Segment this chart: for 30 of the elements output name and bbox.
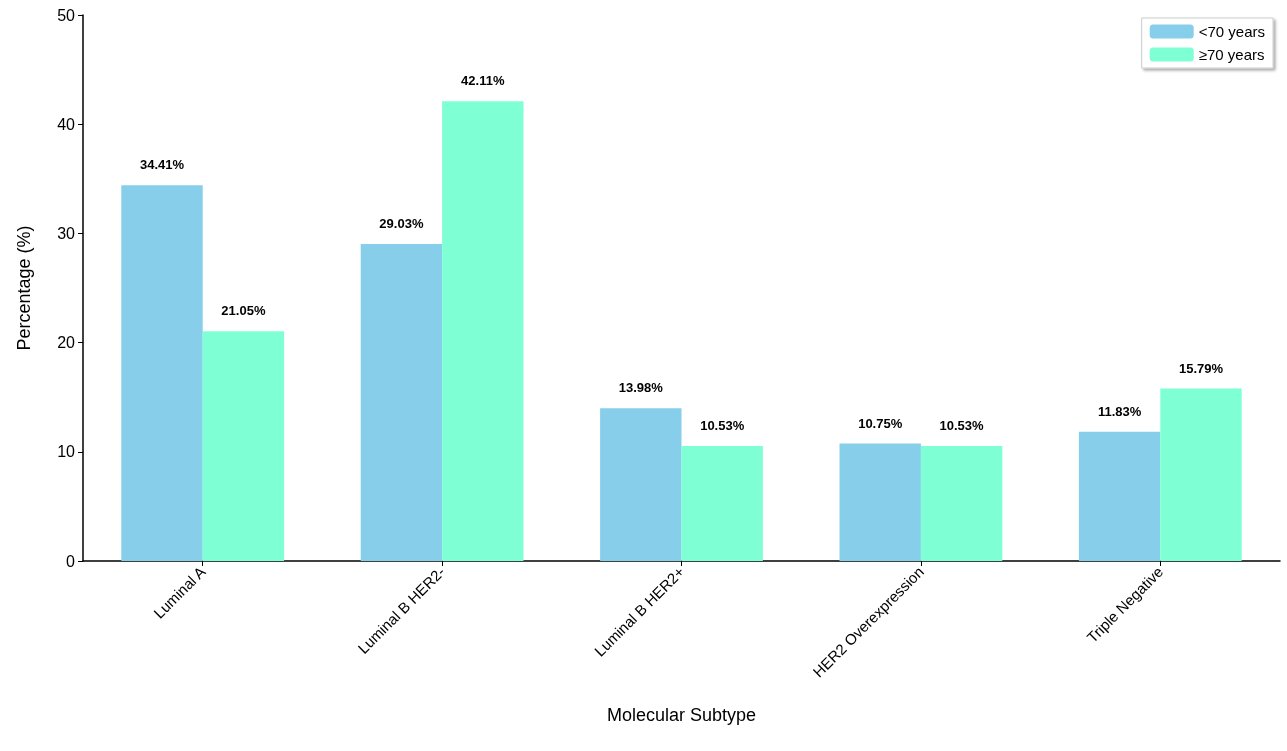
y-tick-label: 40 bbox=[57, 115, 76, 133]
y-tick-label: 30 bbox=[57, 224, 76, 242]
bar bbox=[600, 408, 682, 561]
data-label: 11.83% bbox=[1097, 403, 1142, 419]
data-label: 10.53% bbox=[939, 418, 985, 434]
data-label: 34.41% bbox=[139, 157, 185, 173]
data-label: 13.98% bbox=[618, 380, 664, 396]
y-tick-label: 20 bbox=[57, 334, 76, 352]
x-axis-title: Molecular Subtype bbox=[606, 705, 757, 725]
bar bbox=[121, 185, 203, 561]
bar bbox=[1078, 431, 1161, 561]
data-label: 29.03% bbox=[379, 215, 424, 231]
y-tick-label: 0 bbox=[66, 552, 76, 570]
y-tick-label: 50 bbox=[57, 6, 76, 24]
data-label: 10.53% bbox=[700, 418, 745, 434]
bar bbox=[442, 101, 524, 561]
legend-label: ≥70 years bbox=[1198, 46, 1265, 63]
bar bbox=[839, 443, 921, 561]
bar bbox=[681, 446, 763, 561]
y-axis-title: Percentage (%) bbox=[14, 225, 34, 351]
y-tick-label: 10 bbox=[57, 443, 76, 461]
data-label: 21.05% bbox=[221, 303, 266, 319]
data-label: 42.11% bbox=[461, 73, 505, 89]
bar bbox=[360, 243, 443, 561]
data-label: 15.79% bbox=[1178, 360, 1224, 376]
data-label: 10.75% bbox=[858, 415, 903, 431]
bar bbox=[920, 446, 1003, 561]
legend-label: <70 years bbox=[1198, 23, 1266, 40]
bar bbox=[1160, 388, 1242, 561]
bar bbox=[202, 331, 285, 561]
